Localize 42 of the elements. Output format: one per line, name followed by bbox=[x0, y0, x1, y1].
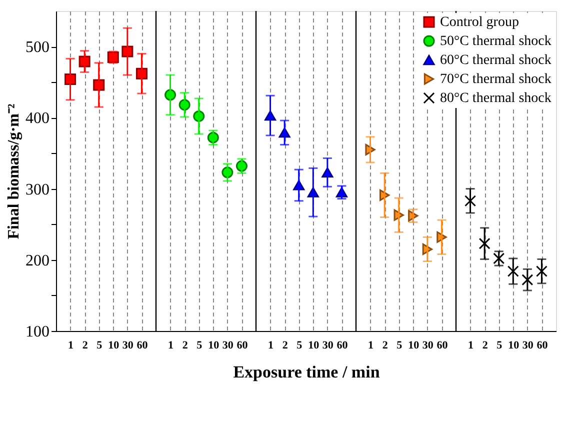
y-axis-title: Final biomass/g·m⁻² bbox=[6, 104, 22, 240]
x-tick-label: 2 bbox=[382, 340, 388, 352]
x-tick-label: 5 bbox=[196, 340, 203, 352]
y-tick-label: 300 bbox=[26, 181, 50, 198]
y-tick-label: 100 bbox=[26, 324, 50, 340]
x-tick-label: 1 bbox=[168, 340, 174, 352]
y-tick-label: 400 bbox=[26, 110, 50, 128]
x-tick-label: 10 bbox=[308, 340, 320, 352]
x-tick-label: 2 bbox=[82, 340, 88, 352]
x-tick-label: 10 bbox=[408, 340, 420, 352]
x-tick-label: 10 bbox=[208, 340, 220, 352]
x-tick-label: 30 bbox=[522, 340, 534, 352]
x-tick-label: 10 bbox=[108, 340, 120, 352]
x-tick-label: 1 bbox=[268, 340, 274, 352]
x-axis-title: Exposure time / min bbox=[233, 362, 380, 382]
x-tick-label: 1 bbox=[368, 340, 374, 352]
legend-label: 70°C thermal shock bbox=[440, 72, 552, 87]
x-tick-label: 2 bbox=[482, 340, 488, 352]
y-tick-label: 500 bbox=[26, 39, 50, 56]
x-tick-label: 1 bbox=[68, 340, 74, 352]
x-tick-label: 5 bbox=[496, 340, 503, 352]
legend-label: 60°C thermal shock bbox=[440, 53, 552, 68]
x-tick-label: 60 bbox=[536, 340, 548, 352]
y-tick-label: 200 bbox=[26, 252, 50, 270]
x-tick-label: 2 bbox=[282, 340, 288, 352]
legend-label: 50°C thermal shock bbox=[440, 34, 552, 49]
x-tick-label: 5 bbox=[96, 340, 103, 352]
legend-label: Control group bbox=[440, 15, 519, 30]
x-tick-label: 30 bbox=[422, 340, 434, 352]
x-tick-label: 60 bbox=[336, 340, 348, 352]
x-tick-label: 60 bbox=[236, 340, 248, 352]
x-tick-label: 30 bbox=[322, 340, 334, 352]
x-tick-label: 1 bbox=[468, 340, 474, 352]
x-tick-label: 2 bbox=[182, 340, 188, 352]
x-tick-label: 60 bbox=[436, 340, 448, 352]
x-tick-label: 5 bbox=[296, 340, 303, 352]
x-tick-label: 60 bbox=[136, 340, 148, 352]
legend-label: 80°C thermal shock bbox=[440, 91, 552, 106]
x-tick-label: 10 bbox=[508, 340, 520, 352]
x-tick-label: 5 bbox=[396, 340, 403, 352]
x-tick-label: 30 bbox=[222, 340, 234, 352]
x-tick-label: 30 bbox=[122, 340, 134, 352]
